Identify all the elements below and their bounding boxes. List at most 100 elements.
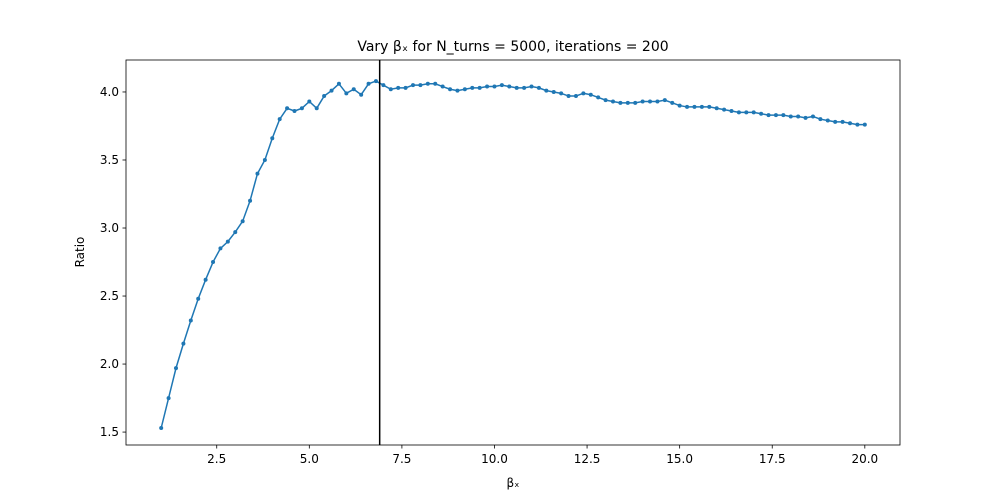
data-point <box>596 95 601 100</box>
data-point <box>648 99 653 104</box>
x-tick-label: 15.0 <box>666 452 693 466</box>
y-tick-label: 4.0 <box>100 85 119 99</box>
y-tick-label: 1.5 <box>100 425 119 439</box>
data-point <box>514 85 519 90</box>
data-point <box>396 85 401 90</box>
x-tick-label: 17.5 <box>759 452 786 466</box>
data-point <box>248 198 253 203</box>
data-point <box>159 425 164 430</box>
data-point <box>388 87 393 92</box>
data-point <box>507 84 512 89</box>
data-point <box>277 117 282 122</box>
data-point <box>603 98 608 103</box>
data-point <box>181 341 186 346</box>
data-point <box>692 104 697 109</box>
data-point <box>588 92 593 97</box>
data-point <box>529 84 534 89</box>
data-point <box>751 110 756 115</box>
data-point <box>233 230 238 235</box>
data-point <box>492 84 497 89</box>
data-point <box>573 94 578 99</box>
y-axis-label: Ratio <box>73 237 87 268</box>
data-point <box>411 83 416 88</box>
data-point <box>485 84 490 89</box>
data-point <box>403 85 408 90</box>
data-point <box>810 114 815 119</box>
data-point <box>477 85 482 90</box>
data-point <box>418 83 423 88</box>
data-point <box>677 103 682 108</box>
data-point <box>292 109 297 114</box>
data-point <box>322 94 327 99</box>
data-point <box>166 396 171 401</box>
data-point <box>744 110 749 115</box>
data-point <box>211 260 216 265</box>
data-point <box>840 119 845 124</box>
data-point <box>366 81 371 86</box>
y-tick-label: 3.5 <box>100 153 119 167</box>
x-axis-label: βₓ <box>507 476 520 490</box>
x-tick-label: 2.5 <box>207 452 226 466</box>
data-point <box>803 115 808 120</box>
data-point <box>381 83 386 88</box>
data-point <box>759 111 764 116</box>
data-point <box>788 114 793 119</box>
data-point <box>462 87 467 92</box>
data-point <box>633 100 638 105</box>
data-point <box>662 98 667 103</box>
data-point <box>455 88 460 93</box>
data-point <box>359 92 364 97</box>
data-point <box>196 296 201 301</box>
data-point <box>470 85 475 90</box>
x-tick-label: 20.0 <box>851 452 878 466</box>
data-point <box>781 113 786 118</box>
y-tick-label: 2.5 <box>100 289 119 303</box>
x-tick-label: 7.5 <box>392 452 411 466</box>
data-point <box>848 121 853 126</box>
data-point <box>796 114 801 119</box>
data-point <box>625 100 630 105</box>
data-point <box>240 219 245 224</box>
y-tick-label: 3.0 <box>100 221 119 235</box>
data-point <box>270 136 275 141</box>
data-point <box>655 99 660 104</box>
data-point <box>618 100 623 105</box>
data-point <box>536 85 541 90</box>
data-point <box>551 89 556 94</box>
data-point <box>670 100 675 105</box>
data-point <box>433 81 438 86</box>
data-point <box>833 119 838 124</box>
data-point <box>581 91 586 96</box>
data-point <box>262 157 267 162</box>
data-point <box>336 81 341 86</box>
data-point <box>499 83 504 88</box>
x-tick-label: 12.5 <box>574 452 601 466</box>
axes-frame <box>125 59 901 446</box>
data-point <box>218 246 223 251</box>
data-point <box>425 81 430 86</box>
data-point <box>299 106 304 111</box>
data-point <box>707 104 712 109</box>
data-point <box>736 110 741 115</box>
data-point <box>203 277 208 282</box>
data-point <box>255 171 260 176</box>
data-point <box>729 109 734 114</box>
data-point <box>544 88 549 93</box>
data-point <box>862 122 867 127</box>
data-point <box>173 366 178 371</box>
data-point <box>855 122 860 127</box>
data-point <box>818 117 823 122</box>
data-point <box>685 104 690 109</box>
data-point <box>714 106 719 111</box>
data-point <box>766 113 771 118</box>
x-tick-label: 5.0 <box>300 452 319 466</box>
data-point <box>373 79 378 84</box>
data-point <box>314 106 319 111</box>
data-point <box>448 87 453 92</box>
data-point <box>610 99 615 104</box>
data-point <box>825 118 830 123</box>
data-point <box>351 87 356 92</box>
data-point <box>566 94 571 99</box>
